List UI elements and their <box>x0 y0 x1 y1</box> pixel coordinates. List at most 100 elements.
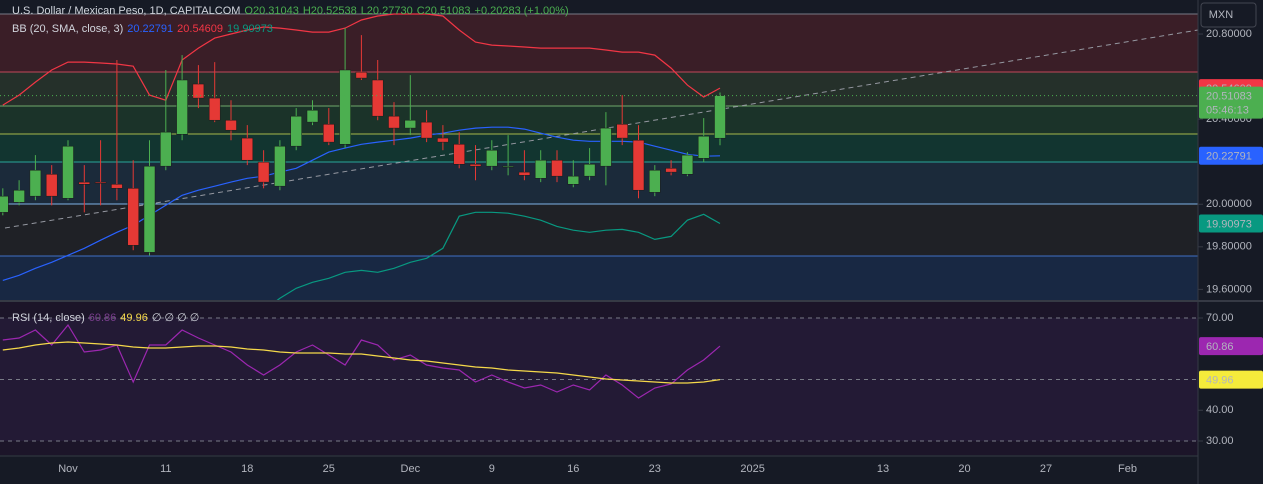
rsi-line <box>2 323 721 399</box>
candle-body <box>127 188 139 246</box>
x-tick-label: 27 <box>1040 463 1052 475</box>
band-line <box>276 211 721 300</box>
countdown: 05:46:13 <box>1206 104 1249 116</box>
candle-body <box>371 79 384 117</box>
candle-body <box>437 137 449 143</box>
candle-body <box>143 165 156 253</box>
candle-body <box>404 119 417 129</box>
candle-body <box>323 124 335 143</box>
candle-body <box>469 164 482 167</box>
indicator-title: BB (20, SMA, close, 3) <box>12 23 123 35</box>
candle-body <box>534 159 547 179</box>
zone <box>0 162 1198 204</box>
candle-body <box>355 71 368 79</box>
candle-body <box>616 124 628 139</box>
candle-body <box>649 169 661 193</box>
candle-body <box>697 135 710 159</box>
legend-line: U.S. Dollar / Mexican Peso, 1D, CAPITALC… <box>12 5 569 17</box>
candle-body <box>208 97 221 121</box>
y-tick-label: 70.00 <box>1206 312 1234 324</box>
candle-body <box>600 127 612 167</box>
candle-body <box>518 171 531 176</box>
candle-body <box>632 139 645 191</box>
candle-body <box>176 79 188 135</box>
candle-body <box>486 149 498 167</box>
indicator-title: RSI (14, close) <box>12 312 85 324</box>
price-badge-label: 19.90973 <box>1206 218 1252 230</box>
rsi-line <box>2 341 721 384</box>
candle-body <box>13 189 25 203</box>
candle-body <box>420 121 433 139</box>
x-tick-label: Feb <box>1118 463 1137 475</box>
price-badge-label: 20.51083 <box>1206 90 1252 102</box>
price-badge-label: 49.96 <box>1206 375 1234 387</box>
ohlc: H20.52538 <box>303 5 357 17</box>
x-tick-label: 18 <box>241 463 253 475</box>
candle-body <box>502 165 514 168</box>
y-tick-label: 20.00000 <box>1206 198 1252 210</box>
y-tick-label: 40.00 <box>1206 404 1234 416</box>
zone <box>0 134 1198 162</box>
currency-label: MXN <box>1209 9 1234 21</box>
candle-body <box>29 169 42 197</box>
y-tick-label: 19.80000 <box>1206 241 1252 253</box>
y-tick-label: 20.80000 <box>1206 28 1252 40</box>
ohlc: O20.31043 <box>244 5 298 17</box>
ohlc: L20.27730 <box>361 5 413 17</box>
candle-body <box>665 168 677 173</box>
ohlc: C20.51083 <box>417 5 471 17</box>
change: +0.20283 (+1.00%) <box>475 5 569 17</box>
indicator-value: 19.90973 <box>227 23 273 35</box>
candle-body <box>241 137 254 161</box>
candle-body <box>78 181 91 185</box>
indicator-extra: ∅ ∅ ∅ ∅ <box>152 312 200 324</box>
candle-body <box>290 115 302 147</box>
candle-body <box>62 145 74 199</box>
candle-body <box>257 161 270 183</box>
zone <box>0 204 1198 256</box>
candle-body <box>0 195 9 213</box>
x-tick-label: 25 <box>323 463 335 475</box>
x-tick-label: 9 <box>489 463 495 475</box>
x-tick-label: Nov <box>58 463 78 475</box>
candle-body <box>94 181 107 184</box>
legend-line: BB (20, SMA, close, 3) 20.22791 20.54609 19… <box>12 23 273 35</box>
band-line <box>2 13 721 106</box>
candle-body <box>160 131 172 167</box>
candle-body <box>583 164 596 177</box>
candle-body <box>192 83 205 99</box>
zone <box>0 106 1198 134</box>
price-badge <box>1199 146 1263 165</box>
legend-line: RSI (14, close) 60.86 49.96 ∅ ∅ ∅ ∅ <box>12 312 199 324</box>
price-badge <box>1199 337 1263 356</box>
candle-body <box>714 95 726 139</box>
candle-body <box>111 184 123 189</box>
candle-body <box>567 175 580 185</box>
x-tick-label: Dec <box>401 463 421 475</box>
candle-body <box>306 109 319 123</box>
candle-body <box>339 69 351 145</box>
x-tick-label: 11 <box>160 463 171 475</box>
indicator-value: 20.54609 <box>177 23 223 35</box>
currency-button[interactable] <box>1200 2 1257 28</box>
zone <box>0 14 1198 72</box>
candle-body <box>45 174 58 197</box>
price-badge <box>1199 214 1263 233</box>
fib-zones <box>0 13 1198 300</box>
price-badge-label: 60.86 <box>1206 341 1234 353</box>
legend: U.S. Dollar / Mexican Peso, 1D, CAPITALC… <box>12 5 569 324</box>
candle-body <box>274 145 286 187</box>
x-tick-label: 23 <box>649 463 661 475</box>
price-badge-label: 20.22791 <box>1206 151 1252 163</box>
indicator-value: 60.86 <box>89 312 117 324</box>
rsi-pane <box>0 317 1198 442</box>
candle-body <box>225 119 237 131</box>
x-tick-label: 13 <box>877 463 889 475</box>
price-badge <box>1199 86 1263 119</box>
candle-body <box>681 154 694 175</box>
x-tick-label: 2025 <box>740 463 764 475</box>
x-tick-label: 20 <box>958 463 970 475</box>
price-badge <box>1199 370 1263 389</box>
candle-body <box>453 144 465 165</box>
